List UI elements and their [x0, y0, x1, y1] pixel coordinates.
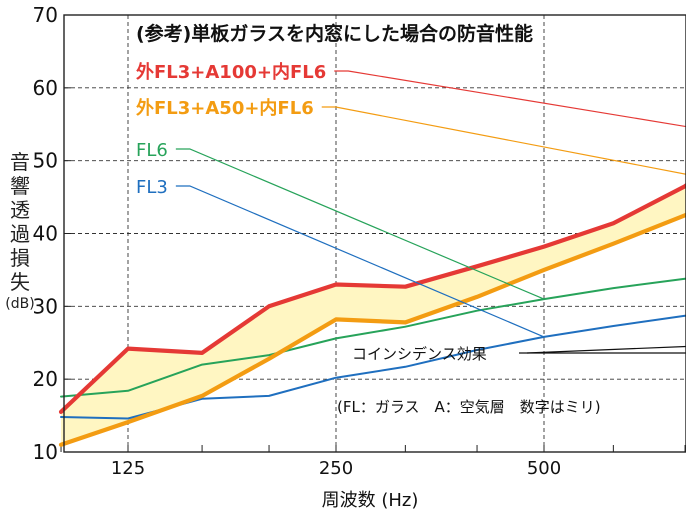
x-tick-label: 125 [111, 458, 145, 479]
y-axis-label-char: 響 [10, 174, 30, 198]
x-tick-label: 500 [527, 458, 561, 479]
leader-line-0 [334, 70, 686, 128]
plot-frame [63, 14, 686, 453]
y-tick-label: 70 [33, 3, 58, 27]
legend-label-fl6: FL6 [136, 140, 168, 161]
legend-leaders [175, 70, 686, 338]
y-axis-label-char: 過 [10, 222, 30, 246]
legend-label-outer-fl3-a50-inner-fl6: 外FL3+A50+内FL6 [136, 97, 314, 119]
y-axis-unit: (dB) [5, 296, 35, 312]
y-tick-labels: 10 20 30 40 50 60 70 [33, 3, 58, 464]
coincidence-effect-label: コインシデンス効果 [352, 345, 487, 363]
difference-fill-area [61, 185, 686, 445]
legend-label-outer-fl3-a100-inner-fl6: 外FL3+A100+内FL6 [136, 61, 326, 83]
y-tick-label: 20 [33, 367, 58, 391]
chart-title: (参考)単板ガラスを内窓にした場合の防音性能 [136, 22, 533, 45]
y-axis-label-char: 失 [10, 270, 30, 294]
coincidence-annotation [519, 345, 686, 354]
y-tick-label: 50 [33, 149, 58, 173]
y-axis-label-char: 透 [10, 198, 30, 222]
y-tick-label: 10 [33, 440, 58, 464]
y-axis-label-char: 損 [10, 246, 30, 270]
x-axis-label: 周波数 (Hz) [322, 490, 419, 511]
leader-line-3 [175, 185, 545, 338]
series-line-1 [58, 212, 686, 447]
series-line-2 [60, 277, 686, 398]
annotation-connector [526, 345, 686, 354]
leader-line-2 [175, 148, 545, 300]
series-line-3 [60, 314, 686, 420]
y-tick-label: 30 [33, 294, 58, 318]
series-line-0 [58, 182, 686, 414]
y-axis-label-char: 音 [10, 150, 30, 174]
x-tick-label: 250 [319, 458, 353, 479]
y-tick-label: 40 [33, 222, 58, 246]
legend-label-fl3: FL3 [136, 177, 168, 198]
legend-note: (FL：ガラス A：空気層 数字はミリ) [337, 398, 601, 416]
series-group [58, 182, 686, 447]
y-tick-label: 60 [33, 76, 58, 100]
x-tick-labels: 125250500100020004000 [111, 458, 561, 479]
y-axis-label: 音 響 透 過 損 失 (dB) [0, 150, 40, 314]
leader-line-1 [321, 106, 686, 175]
